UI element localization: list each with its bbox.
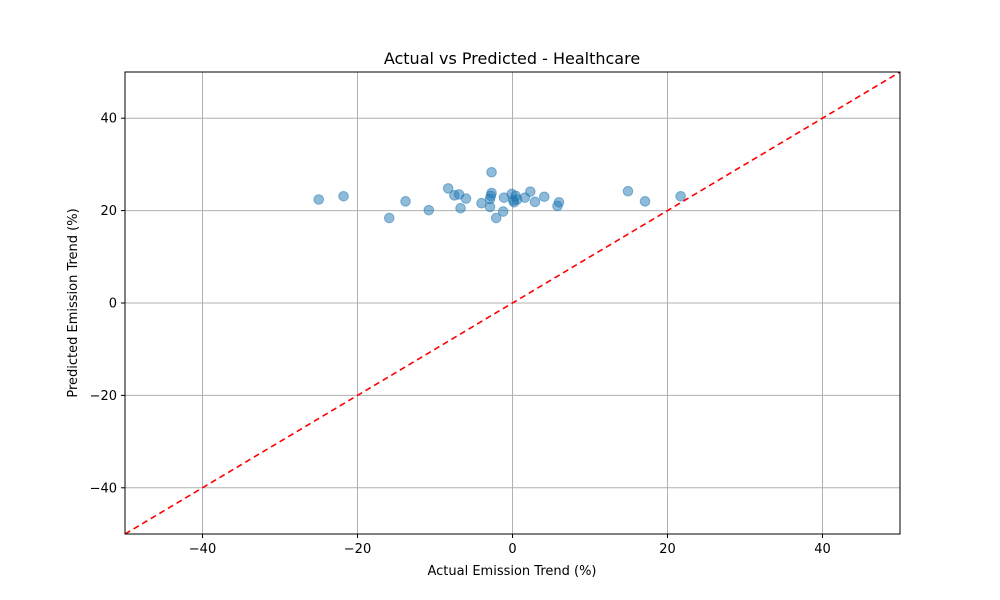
reference-line (125, 72, 900, 534)
data-point (497, 206, 509, 217)
data-point (622, 185, 634, 197)
data-point (486, 166, 497, 178)
y-tick-label: −40 (90, 481, 117, 496)
y-tick-label: 40 (100, 112, 117, 127)
data-point (486, 187, 497, 199)
data-point (525, 186, 536, 197)
grid-lines (125, 72, 900, 534)
data-point (460, 193, 472, 204)
data-point (490, 212, 502, 224)
data-point (383, 212, 395, 224)
data-point (553, 196, 565, 208)
y-axis-ticks: −40 −20 0 20 40 (90, 112, 125, 496)
data-point (338, 190, 349, 202)
data-point (529, 196, 541, 208)
y-tick-label: 0 (109, 297, 117, 312)
data-points (313, 166, 686, 224)
y-tick-label: −20 (90, 389, 117, 404)
data-point (423, 204, 435, 216)
reference-line-group (125, 72, 900, 534)
x-tick-label: 20 (659, 542, 676, 557)
data-point (442, 183, 454, 194)
x-axis-label: Actual Emission Trend (%) (427, 564, 596, 579)
data-point (538, 191, 550, 203)
x-tick-label: 40 (814, 542, 831, 557)
data-point (313, 194, 325, 205)
data-point (400, 196, 411, 207)
y-axis-label: Predicted Emission Trend (%) (66, 208, 81, 397)
data-point (639, 196, 651, 207)
data-point (455, 202, 466, 214)
x-tick-label: 0 (508, 542, 516, 557)
x-axis-ticks: −40 −20 0 20 40 (189, 534, 831, 557)
data-point (675, 190, 686, 202)
y-tick-label: 20 (100, 204, 117, 219)
x-tick-label: −40 (189, 542, 216, 557)
x-tick-label: −20 (344, 542, 371, 557)
chart-title: Actual vs Predicted - Healthcare (384, 49, 640, 68)
